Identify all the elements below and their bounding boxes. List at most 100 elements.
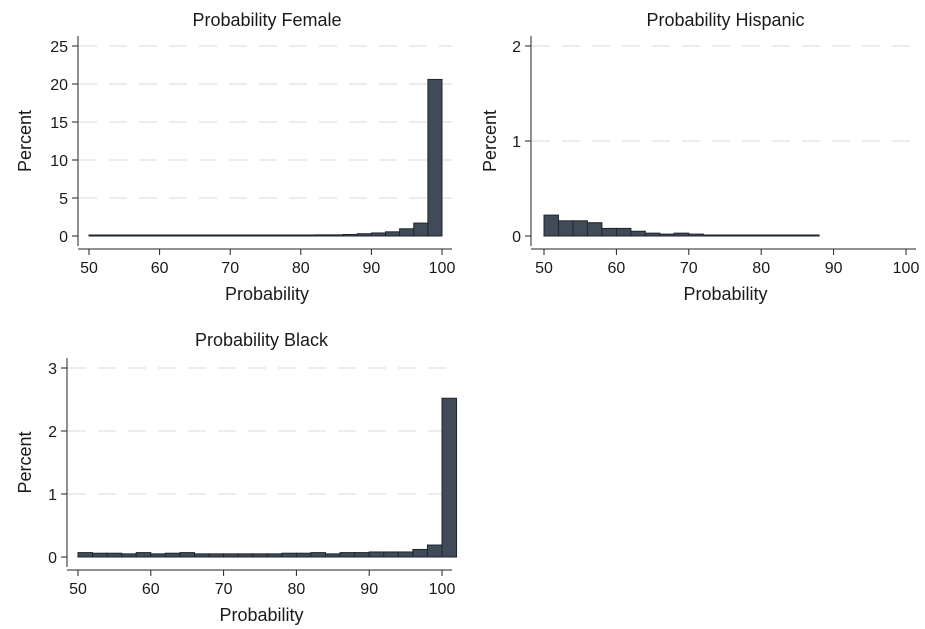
histogram-bar <box>92 552 108 558</box>
histogram-bar <box>130 234 146 237</box>
histogram-bar <box>179 552 195 558</box>
x-axis-label: Probability <box>683 284 767 304</box>
histogram-bar <box>243 234 259 237</box>
y-tick-label: 25 <box>50 39 68 56</box>
histogram-bar <box>215 234 231 237</box>
histogram-bar <box>775 234 791 237</box>
histogram-panel-0: Probability Female 0 5 10 15 20 25 50 60 70 80 90 10… <box>15 10 456 304</box>
histogram-bar <box>397 551 414 558</box>
histogram-bar <box>412 548 428 558</box>
histogram-bar <box>630 230 646 237</box>
histogram-bar <box>717 234 733 237</box>
histogram-bar <box>383 551 399 558</box>
y-axis-label: Percent <box>15 431 35 493</box>
histogram-bar <box>441 397 458 558</box>
histogram-panel-1: Probability Hispanic 0 1 2 50 60 70 80 90 100 Prob… <box>480 10 920 304</box>
x-axis-label: Probability <box>225 284 309 304</box>
histogram-bar <box>159 234 175 237</box>
histogram-bar <box>237 553 254 558</box>
histogram-bar <box>223 553 239 558</box>
histogram-bar <box>106 552 123 558</box>
histogram-bar <box>144 234 161 237</box>
histogram-bar <box>281 552 297 558</box>
histogram-bar <box>173 234 189 237</box>
chart-title: Probability Black <box>195 330 329 350</box>
histogram-bar <box>413 222 429 237</box>
histogram-bar <box>342 233 358 237</box>
histogram-bar <box>102 234 118 237</box>
x-tick-label: 80 <box>292 260 310 277</box>
histogram-bar <box>339 552 356 558</box>
histogram-bar <box>543 214 559 237</box>
y-tick-label: 20 <box>50 77 68 94</box>
histogram-bar <box>266 553 283 558</box>
histogram-bar <box>77 552 94 558</box>
chart-title: Probability Hispanic <box>646 10 804 30</box>
x-tick-label: 100 <box>893 260 920 277</box>
y-tick-label: 1 <box>512 134 521 151</box>
y-tick-label: 2 <box>512 39 521 56</box>
histogram-bar <box>399 228 415 237</box>
histogram-bar <box>354 552 370 558</box>
histogram-bar <box>688 233 704 237</box>
histogram-bar <box>644 232 661 237</box>
x-tick-label: 100 <box>429 260 456 277</box>
histogram-bar <box>760 234 777 237</box>
histogram-bar <box>208 553 225 558</box>
histogram-bar <box>325 553 341 558</box>
histogram-bar <box>164 552 181 558</box>
histogram-bar <box>427 78 443 237</box>
histogram-bar <box>272 234 288 237</box>
histogram-bar <box>385 231 401 237</box>
y-tick-label: 3 <box>48 361 57 378</box>
histogram-bar <box>229 234 245 237</box>
histogram-bar <box>659 233 675 237</box>
histogram-bar <box>746 234 762 237</box>
histogram-bar <box>426 544 443 558</box>
histogram-bar <box>731 234 748 237</box>
x-tick-label: 50 <box>535 260 553 277</box>
histogram-bar <box>295 552 312 558</box>
histogram-panel-2: Probability Black 0 1 2 3 50 60 70 80 90 100 Probab… <box>15 330 458 625</box>
histogram-bar <box>310 552 327 558</box>
histogram-bar <box>557 220 574 237</box>
histogram-bar <box>572 220 588 237</box>
histogram-bar <box>702 234 719 237</box>
y-tick-label: 2 <box>48 424 57 441</box>
histogram-bar <box>586 222 603 237</box>
x-tick-label: 80 <box>752 260 770 277</box>
x-tick-label: 60 <box>142 581 160 598</box>
y-axis-label: Percent <box>480 110 500 172</box>
y-tick-label: 10 <box>50 153 68 170</box>
x-tick-label: 60 <box>151 260 169 277</box>
x-tick-label: 90 <box>360 581 378 598</box>
y-tick-label: 15 <box>50 115 68 132</box>
histogram-bar <box>187 234 203 237</box>
histogram-bar <box>804 234 820 237</box>
y-tick-label: 5 <box>59 191 68 208</box>
x-tick-label: 90 <box>363 260 381 277</box>
histogram-bar <box>615 227 632 237</box>
histogram-bar <box>116 234 132 237</box>
x-tick-label: 50 <box>69 581 87 598</box>
histogram-bar <box>201 234 217 237</box>
x-tick-label: 70 <box>680 260 698 277</box>
histogram-bar <box>135 552 152 558</box>
y-tick-label: 0 <box>48 550 57 567</box>
histogram-bar <box>356 233 372 237</box>
histogram-bar <box>193 553 210 558</box>
histogram-bar <box>314 234 330 237</box>
x-tick-label: 100 <box>429 581 456 598</box>
x-tick-label: 70 <box>221 260 239 277</box>
y-tick-label: 1 <box>48 487 57 504</box>
x-tick-label: 60 <box>608 260 626 277</box>
histogram-bar <box>88 234 104 237</box>
histogram-bar <box>300 234 316 237</box>
chart-title: Probability Female <box>192 10 341 30</box>
histogram-bar <box>286 234 302 237</box>
histogram-bar <box>121 553 137 558</box>
x-tick-label: 50 <box>80 260 98 277</box>
histogram-bar <box>150 553 166 558</box>
histogram-bar <box>368 551 385 558</box>
